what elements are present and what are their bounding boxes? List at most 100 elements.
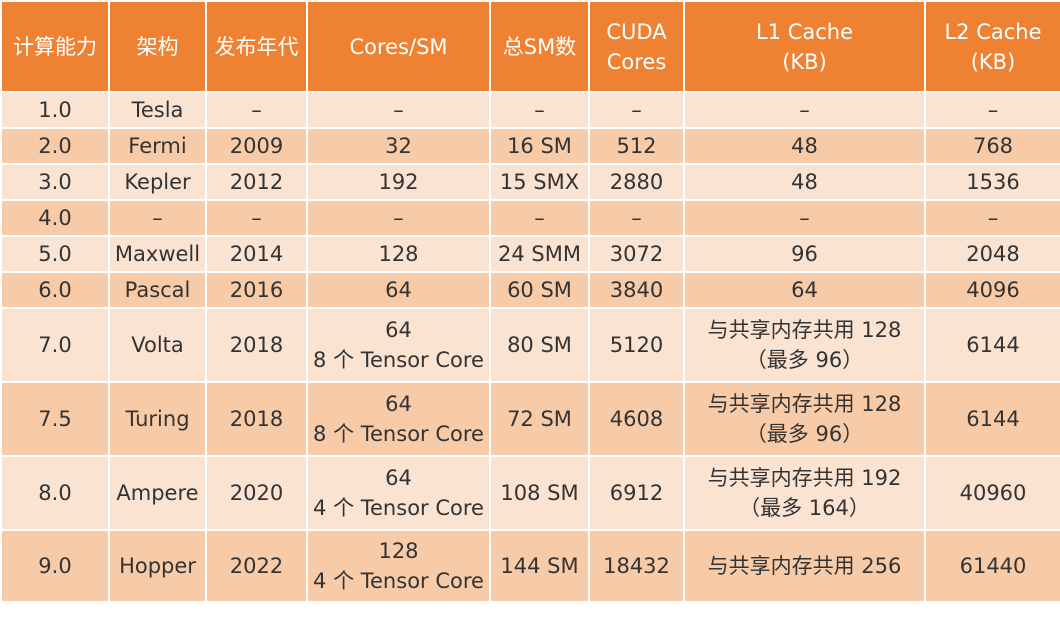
cell-total-sm: 16 SM <box>489 127 590 165</box>
table-row: 7.5 Turing 2018 64 8 个 Tensor Core 72 SM 4608 与… <box>0 381 1060 457</box>
cell-compute: 7.5 <box>0 381 110 457</box>
cell-compute: 6.0 <box>0 271 110 309</box>
cell-cores-sm-line: 64 <box>385 278 412 302</box>
cell-l1-cache: 48 <box>683 127 926 165</box>
table-row: 4.0– – – – – – – <box>0 199 1060 237</box>
cell-year: 2009 <box>205 127 308 165</box>
cell-arch: Ampere <box>108 455 207 531</box>
cell-year: – <box>205 199 308 237</box>
cell-compute: 2.0 <box>0 127 110 165</box>
table-row: 9.0 Hopper 2022 128 4 个 Tensor Core 144 SM 184… <box>0 529 1060 603</box>
cell-l2-cache: 2048 <box>924 235 1060 273</box>
cell-year: 2016 <box>205 271 308 309</box>
cell-cuda-cores: 3840 <box>588 271 685 309</box>
cell-compute: 5.0 <box>0 235 110 273</box>
cell-l2-cache: 6144 <box>924 381 1060 457</box>
cell-cuda-cores: 5120 <box>588 307 685 383</box>
cell-l1-cache-line: 与共享内存共用 256 <box>707 554 902 578</box>
cell-l1-cache: 与共享内存共用 256 <box>683 529 926 603</box>
cell-year: 2012 <box>205 163 308 201</box>
cell-cores-sm-line: – <box>393 206 404 230</box>
cell-l1-cache-line: （最多 96） <box>745 348 864 372</box>
cell-l1-cache: 与共享内存共用 192 （最多 164） <box>683 455 926 531</box>
cell-total-sm: 80 SM <box>489 307 590 383</box>
cell-l1-cache: 48 <box>683 163 926 201</box>
cell-cuda-cores: 4608 <box>588 381 685 457</box>
cell-total-sm: – <box>489 199 590 237</box>
cell-compute: 3.0 <box>0 163 110 201</box>
header-cores-sm: Cores/SM <box>306 0 491 93</box>
header-compute: 计算能力 <box>0 0 110 93</box>
cell-l2-cache: 6144 <box>924 307 1060 383</box>
cell-year: 2018 <box>205 307 308 383</box>
cell-cores-sm-line: 64 <box>385 466 412 490</box>
cell-l2-cache: – <box>924 199 1060 237</box>
table-body: 1.0 Tesla – – – – – –2.0 Fermi 2009 32 16 SM 512 48 76… <box>0 91 1060 603</box>
cell-total-sm: 60 SM <box>489 271 590 309</box>
cell-year: 2022 <box>205 529 308 603</box>
header-row: 计算能力 架构 发布年代 Cores/SM 总SM数 CUDA Cores L1 … <box>0 0 1060 93</box>
table-row: 3.0 Kepler 2012 192 15 SMX 2880 48 1536 <box>0 163 1060 201</box>
cell-l1-cache: – <box>683 199 926 237</box>
cell-l1-cache: 64 <box>683 271 926 309</box>
cell-cores-sm-line: 128 <box>378 242 419 266</box>
cell-cuda-cores: 6912 <box>588 455 685 531</box>
cell-l1-cache-line: – <box>799 206 810 230</box>
cell-l2-cache: 40960 <box>924 455 1060 531</box>
cell-l2-cache: 4096 <box>924 271 1060 309</box>
header-l2-cache: L2 Cache (KB) <box>924 0 1060 93</box>
header-year: 发布年代 <box>205 0 308 93</box>
cell-l1-cache: 96 <box>683 235 926 273</box>
gpu-architecture-table: 计算能力 架构 发布年代 Cores/SM 总SM数 CUDA Cores L1 … <box>0 0 1060 603</box>
cell-l1-cache-line: （最多 164） <box>739 496 870 520</box>
table-row: 5.0 Maxwell 2014 128 24 SMM 3072 96 2048 <box>0 235 1060 273</box>
cell-compute: 7.0 <box>0 307 110 383</box>
cell-cuda-cores: 512 <box>588 127 685 165</box>
cell-cores-sm-line: 192 <box>378 170 419 194</box>
cell-cores-sm: – <box>306 199 491 237</box>
cell-arch: Maxwell <box>108 235 207 273</box>
cell-l1-cache-line: 96 <box>791 242 818 266</box>
cell-cores-sm: 64 8 个 Tensor Core <box>306 307 491 383</box>
cell-l1-cache-line: 与共享内存共用 128 <box>707 392 902 416</box>
cell-cores-sm-line: 64 <box>385 318 412 342</box>
cell-year: – <box>205 91 308 129</box>
cell-compute: 8.0 <box>0 455 110 531</box>
cell-total-sm: 24 SMM <box>489 235 590 273</box>
header-cuda-cores: CUDA Cores <box>588 0 685 93</box>
cell-l2-cache: – <box>924 91 1060 129</box>
cell-cuda-cores: – <box>588 199 685 237</box>
cell-cuda-cores: 3072 <box>588 235 685 273</box>
cell-cores-sm-line: 4 个 Tensor Core <box>313 496 484 520</box>
cell-l1-cache-line: （最多 96） <box>745 422 864 446</box>
cell-l1-cache-line: – <box>799 98 810 122</box>
cell-cores-sm: 128 4 个 Tensor Core <box>306 529 491 603</box>
cell-l2-cache: 1536 <box>924 163 1060 201</box>
cell-arch: Fermi <box>108 127 207 165</box>
cell-l1-cache-line: 与共享内存共用 192 <box>707 466 902 490</box>
table-row: 7.0 Volta 2018 64 8 个 Tensor Core 80 SM 5120 与共… <box>0 307 1060 383</box>
cell-arch: Pascal <box>108 271 207 309</box>
cell-cores-sm-line: 128 <box>378 539 419 563</box>
cell-total-sm: – <box>489 91 590 129</box>
cell-l1-cache-line: 48 <box>791 170 818 194</box>
header-arch: 架构 <box>108 0 207 93</box>
cell-cuda-cores: 18432 <box>588 529 685 603</box>
cell-cores-sm: 128 <box>306 235 491 273</box>
table-row: 8.0 Ampere 2020 64 4 个 Tensor Core 108 SM 6912… <box>0 455 1060 531</box>
cell-arch: Kepler <box>108 163 207 201</box>
cell-cores-sm: 192 <box>306 163 491 201</box>
cell-cores-sm-line: – <box>393 98 404 122</box>
cell-arch: Volta <box>108 307 207 383</box>
cell-compute: 4.0 <box>0 199 110 237</box>
cell-l1-cache-line: 与共享内存共用 128 <box>707 318 902 342</box>
table-row: 2.0 Fermi 2009 32 16 SM 512 48 768 <box>0 127 1060 165</box>
cell-cores-sm: – <box>306 91 491 129</box>
cell-l1-cache: 与共享内存共用 128 （最多 96） <box>683 381 926 457</box>
cell-cores-sm: 64 8 个 Tensor Core <box>306 381 491 457</box>
cell-l1-cache-line: 48 <box>791 134 818 158</box>
cell-total-sm: 144 SM <box>489 529 590 603</box>
cell-l2-cache: 768 <box>924 127 1060 165</box>
cell-l1-cache: 与共享内存共用 128 （最多 96） <box>683 307 926 383</box>
cell-cores-sm: 64 <box>306 271 491 309</box>
